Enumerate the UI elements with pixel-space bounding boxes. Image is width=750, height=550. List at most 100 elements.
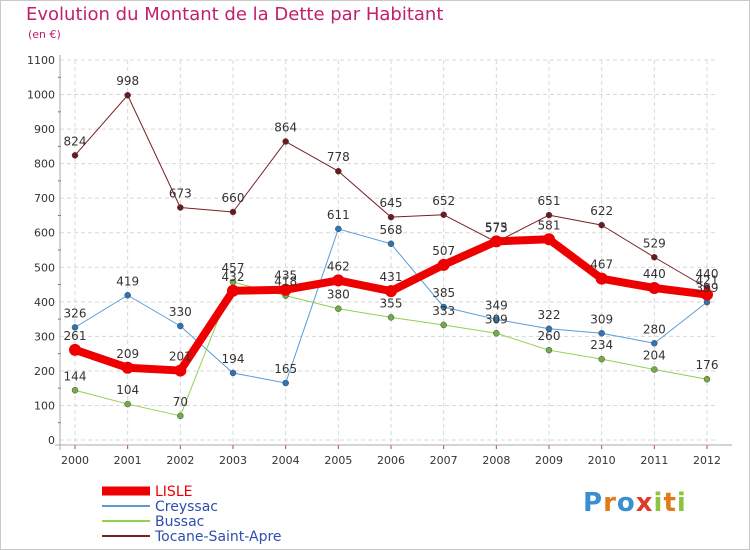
data-label-creyssac: 399 bbox=[696, 281, 719, 295]
point-bussac bbox=[387, 314, 395, 321]
x-tick-label: 2000 bbox=[61, 454, 89, 467]
data-label-creyssac: 330 bbox=[169, 305, 192, 319]
data-label-bussac: 418 bbox=[274, 275, 297, 289]
x-tick-label: 2009 bbox=[535, 454, 563, 467]
x-tick-label: 2002 bbox=[166, 454, 194, 467]
point-bussac bbox=[335, 305, 342, 312]
data-label-bussac: 380 bbox=[327, 288, 350, 302]
logo-letter: i bbox=[676, 488, 687, 518]
point-tocane-saint-apre bbox=[229, 208, 237, 216]
point-lisle bbox=[279, 283, 292, 296]
data-label-lisle: 431 bbox=[380, 270, 403, 284]
data-label-creyssac: 419 bbox=[116, 274, 139, 288]
y-tick-label: 800 bbox=[34, 158, 55, 171]
data-label-creyssac: 194 bbox=[222, 352, 245, 366]
x-tick-label: 2010 bbox=[588, 454, 616, 467]
point-creyssac bbox=[177, 322, 184, 330]
point-bussac bbox=[493, 330, 500, 337]
point-tocane-saint-apre bbox=[335, 167, 342, 175]
point-creyssac bbox=[598, 330, 605, 337]
data-label-tocane-saint-apre: 440 bbox=[696, 267, 719, 281]
data-label-creyssac: 568 bbox=[380, 223, 403, 237]
point-creyssac bbox=[440, 303, 447, 311]
point-tocane-saint-apre bbox=[651, 254, 658, 261]
data-label-lisle: 261 bbox=[64, 329, 87, 343]
point-tocane-saint-apre bbox=[598, 221, 605, 229]
point-lisle bbox=[701, 288, 713, 301]
point-lisle bbox=[595, 272, 608, 285]
data-label-lisle: 209 bbox=[116, 347, 139, 361]
chart-unit: (en €) bbox=[28, 28, 61, 41]
point-creyssac bbox=[124, 292, 131, 299]
data-label-lisle: 440 bbox=[643, 267, 666, 281]
data-label-lisle: 467 bbox=[590, 258, 613, 272]
point-creyssac bbox=[493, 316, 500, 323]
y-tick-label: 1000 bbox=[27, 89, 55, 102]
data-label-lisle: 462 bbox=[327, 259, 350, 273]
point-lisle bbox=[332, 274, 345, 287]
data-label-creyssac: 309 bbox=[590, 312, 613, 326]
logo-letter: o bbox=[616, 488, 636, 518]
data-label-lisle: 581 bbox=[538, 218, 561, 232]
point-lisle bbox=[69, 343, 81, 356]
x-tick-label: 2011 bbox=[640, 454, 668, 467]
point-tocane-saint-apre bbox=[177, 204, 184, 211]
point-creyssac bbox=[651, 340, 658, 347]
point-lisle bbox=[437, 258, 450, 271]
data-label-tocane-saint-apre: 529 bbox=[643, 236, 666, 250]
point-bussac bbox=[651, 366, 658, 373]
data-label-tocane-saint-apre: 864 bbox=[274, 121, 297, 135]
series-lines bbox=[69, 91, 713, 420]
data-label-lisle: 421 bbox=[696, 274, 719, 288]
data-label-lisle: 435 bbox=[274, 269, 297, 283]
point-tocane-saint-apre bbox=[387, 213, 395, 221]
grid-lines bbox=[60, 59, 717, 445]
legend-label-bussac: Bussac bbox=[155, 514, 204, 530]
data-label-bussac: 333 bbox=[432, 304, 455, 318]
x-tick-label: 2008 bbox=[482, 454, 510, 467]
data-label-bussac: 204 bbox=[643, 349, 666, 363]
data-label-creyssac: 165 bbox=[274, 362, 297, 376]
x-tick-label: 2012 bbox=[693, 454, 721, 467]
point-creyssac bbox=[282, 379, 289, 387]
data-label-tocane-saint-apre: 998 bbox=[116, 74, 139, 88]
y-tick-label: 100 bbox=[34, 399, 55, 412]
data-label-lisle: 507 bbox=[432, 244, 455, 258]
data-label-creyssac: 611 bbox=[327, 208, 350, 222]
y-tick-label: 1100 bbox=[27, 54, 55, 67]
point-creyssac bbox=[71, 324, 79, 331]
legend-label-tocane-saint-apre: Tocane-Saint-Apre bbox=[154, 529, 282, 545]
logo-letter: t bbox=[663, 488, 677, 518]
y-tick-label: 500 bbox=[34, 261, 55, 274]
point-bussac bbox=[124, 400, 131, 408]
data-label-tocane-saint-apre: 645 bbox=[380, 196, 403, 210]
y-tick-label: 700 bbox=[34, 192, 55, 205]
logo-letter: x bbox=[635, 488, 654, 518]
data-label-tocane-saint-apre: 622 bbox=[590, 204, 613, 218]
y-tick-label: 400 bbox=[34, 296, 55, 309]
y-tick-label: 200 bbox=[34, 365, 55, 378]
x-tick-label: 2006 bbox=[377, 454, 405, 467]
point-lisle bbox=[543, 233, 555, 246]
point-lisle bbox=[121, 361, 134, 374]
data-label-bussac: 176 bbox=[696, 358, 719, 372]
point-lisle bbox=[174, 364, 187, 377]
x-tick-label: 2001 bbox=[114, 454, 142, 467]
point-creyssac bbox=[545, 325, 553, 333]
data-label-tocane-saint-apre: 824 bbox=[64, 134, 87, 148]
x-tick-label: 2004 bbox=[272, 454, 300, 467]
data-label-bussac: 355 bbox=[380, 296, 403, 310]
data-label-bussac: 70 bbox=[173, 395, 188, 409]
logo-letter: r bbox=[603, 488, 617, 518]
point-lisle bbox=[385, 285, 397, 298]
y-tick-label: 900 bbox=[34, 123, 55, 136]
data-label-creyssac: 385 bbox=[432, 286, 455, 300]
data-label-tocane-saint-apre: 660 bbox=[222, 191, 245, 205]
data-label-tocane-saint-apre: 652 bbox=[432, 194, 455, 208]
data-label-creyssac: 349 bbox=[485, 298, 508, 312]
point-lisle bbox=[648, 282, 661, 294]
data-label-bussac: 457 bbox=[222, 261, 245, 275]
